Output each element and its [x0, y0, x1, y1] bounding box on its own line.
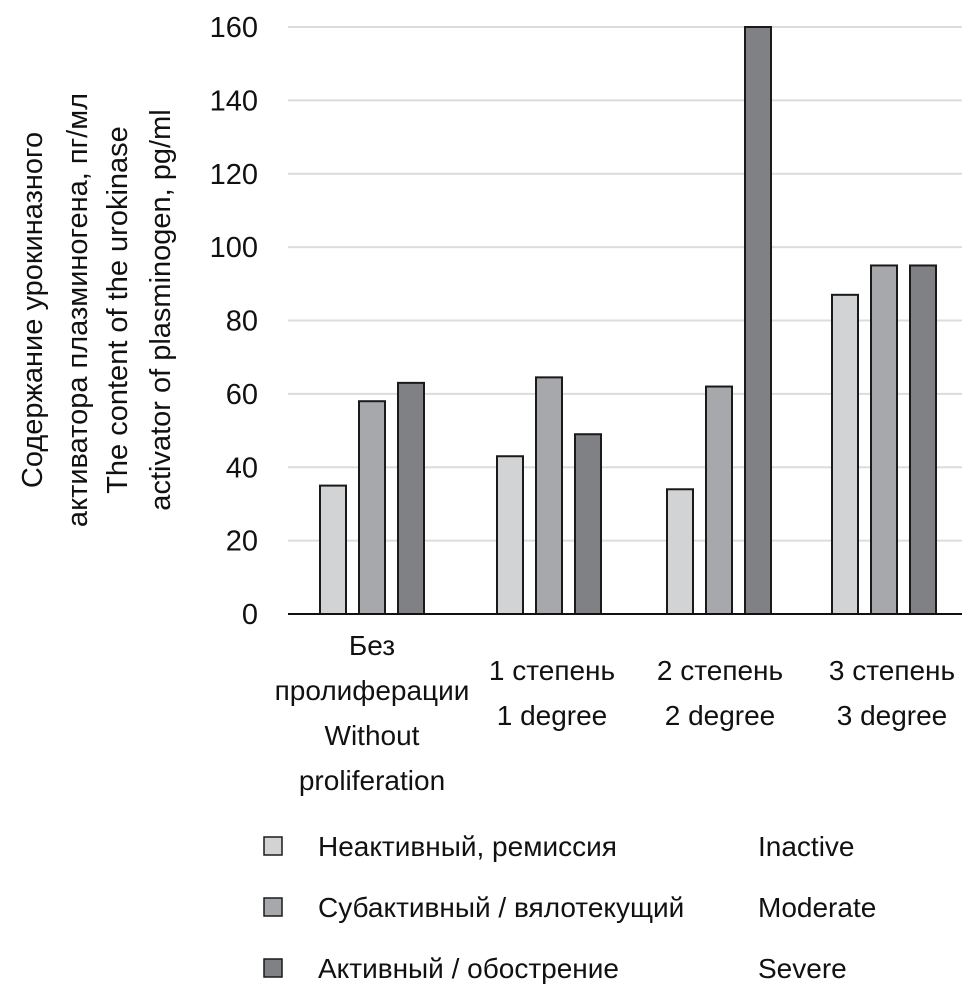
x-category-label: 3 степень: [829, 655, 955, 686]
bar-inactive-1: [496, 455, 524, 615]
bar-inactive-2: [666, 488, 694, 616]
bar-moderate-2: [705, 385, 733, 615]
y-tick-label: 20: [226, 526, 258, 558]
y-axis-title-line: activator of plasminogen, pg/ml: [145, 109, 177, 510]
y-tick-label: 100: [210, 232, 258, 264]
legend-label-ru: Активный / обострение: [318, 953, 619, 984]
bars: [319, 26, 937, 616]
legend-label-en: Severe: [758, 953, 847, 984]
legend-label-en: Moderate: [758, 892, 876, 923]
y-tick-label: 40: [226, 452, 258, 484]
bar-severe-3: [909, 264, 937, 615]
y-axis-ticks: 0 20 40 60 80 100 120 140 160: [210, 12, 258, 631]
y-tick-label: 0: [242, 599, 258, 631]
y-tick-label: 80: [226, 306, 258, 338]
x-category-label: proliferation: [299, 765, 445, 796]
legend-swatch-inactive: [263, 836, 283, 856]
bar-severe-0: [397, 381, 425, 615]
y-tick-label: 60: [226, 379, 258, 411]
legend-label-en: Inactive: [758, 831, 855, 862]
legend-swatch-moderate: [263, 897, 283, 917]
bar-moderate-3: [870, 264, 898, 615]
gridlines: [288, 26, 962, 542]
legend-label-ru: Неактивный, ремиссия: [318, 831, 617, 862]
x-category-label: 2 degree: [665, 700, 776, 731]
y-axis-title-line: The content of the urokinase: [102, 126, 134, 494]
legend-label-ru: Субактивный / вялотекущий: [318, 892, 684, 923]
bar-severe-2: [744, 26, 772, 615]
x-category-label: 2 степень: [657, 655, 783, 686]
x-category-label: Без: [349, 630, 395, 661]
y-axis-title-line: Содержание урокиназного: [17, 132, 49, 488]
bar-moderate-0: [358, 400, 386, 615]
x-category-label: пролиферации: [275, 675, 470, 706]
x-category-label: 1 degree: [497, 700, 608, 731]
x-category-label: 3 degree: [837, 700, 948, 731]
legend-swatch-severe: [263, 958, 283, 978]
y-axis-title-line: активатора плазминогена, пг/мл: [62, 93, 94, 527]
x-axis-categories: Без пролиферации Without proliferation 1 сте…: [275, 630, 955, 796]
bar-severe-1: [574, 433, 602, 616]
x-category-label: Without: [325, 720, 420, 751]
y-tick-label: 120: [210, 159, 258, 191]
legend: Неактивный, ремиссия Inactive Субактивный …: [263, 831, 876, 984]
bar-inactive-0: [319, 484, 347, 615]
x-category-label: 1 степень: [489, 655, 615, 686]
bar-inactive-3: [831, 293, 859, 615]
bar-moderate-1: [535, 376, 563, 615]
y-axis-title: Содержание урокиназного активатора плазми…: [17, 93, 177, 527]
y-tick-label: 140: [210, 85, 258, 117]
y-tick-label: 160: [210, 12, 258, 44]
